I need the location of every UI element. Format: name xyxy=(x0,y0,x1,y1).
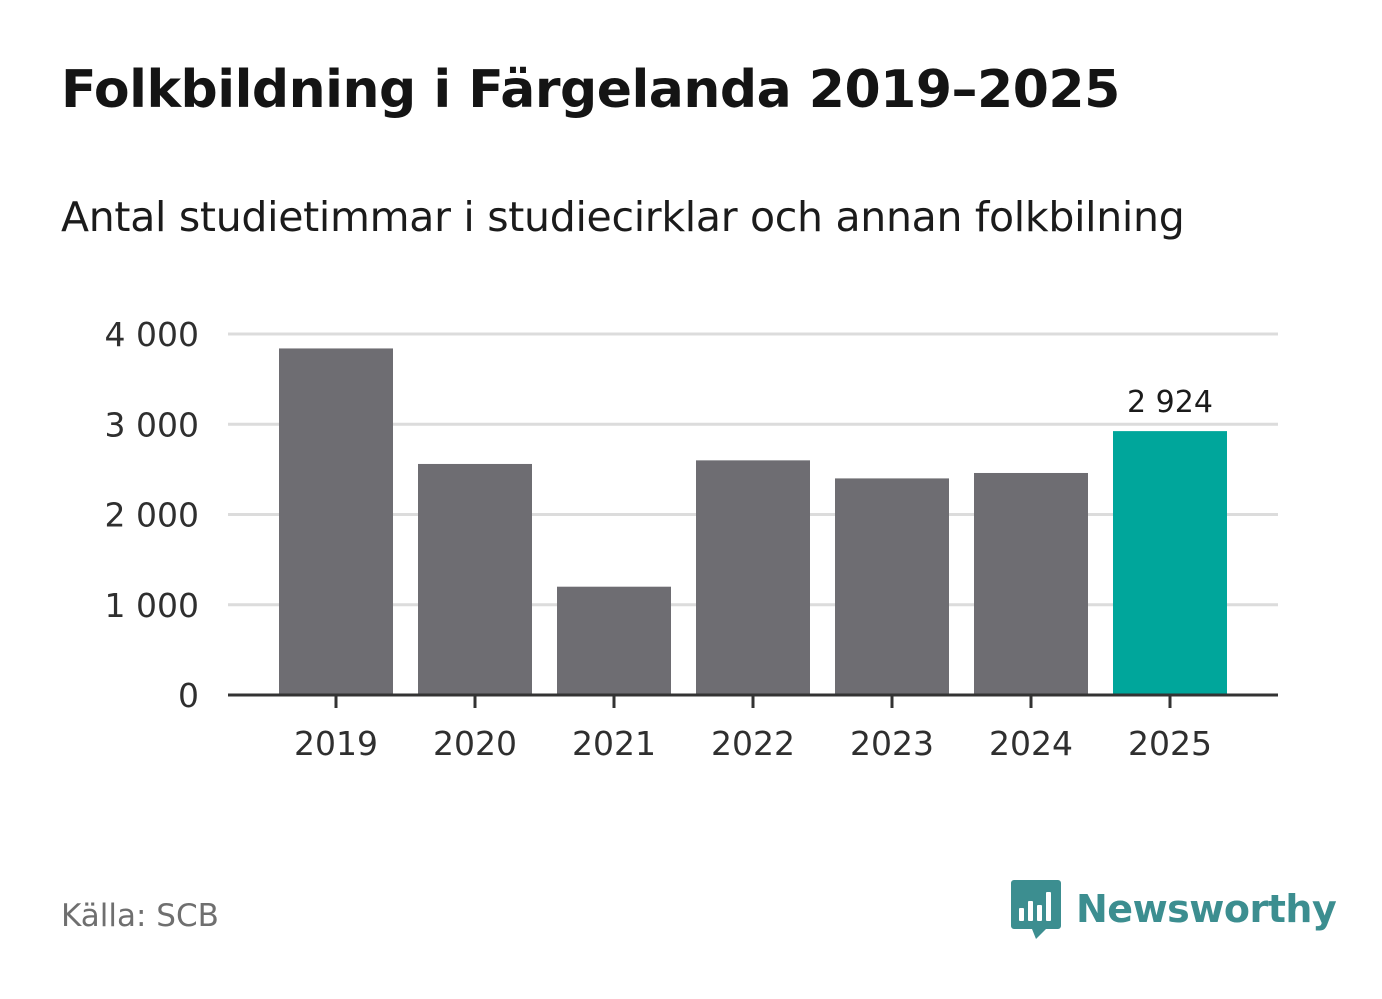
bar-2025 xyxy=(1113,431,1227,695)
y-tick-label: 1 000 xyxy=(105,586,199,625)
bar-chart: 0 1 000 2 000 3 000 4 000 2019 2020 2021 2022 202… xyxy=(105,315,1278,763)
x-tick-label: 2019 xyxy=(294,724,378,763)
x-tick-label: 2021 xyxy=(572,724,656,763)
bar-2020 xyxy=(418,463,532,695)
chart-title: Folkbildning i Färgelanda 2019–2025 xyxy=(61,60,1120,120)
y-tick-label: 4 000 xyxy=(105,315,199,354)
bar-2021 xyxy=(557,586,671,695)
y-tick-label: 2 000 xyxy=(105,496,199,535)
bar-2024 xyxy=(974,472,1088,695)
x-tick-label: 2025 xyxy=(1128,724,1212,763)
bar-2023 xyxy=(835,478,949,695)
x-tick-label: 2024 xyxy=(989,724,1073,763)
x-tick-label: 2023 xyxy=(850,724,934,763)
y-tick-label: 0 xyxy=(178,676,199,715)
brand-name: Newsworthy xyxy=(1076,887,1337,931)
source-note: Källa: SCB xyxy=(61,898,219,934)
data-label: 2 924 xyxy=(1127,385,1213,420)
chart-subtitle: Antal studietimmar i studiecirklar och a… xyxy=(61,193,1185,241)
bar-chart-speech-bubble-icon xyxy=(1011,880,1061,939)
bar-2022 xyxy=(696,460,810,695)
brand-logo: Newsworthy xyxy=(1010,878,1337,940)
bar-2019 xyxy=(279,348,393,695)
y-tick-label: 3 000 xyxy=(105,405,199,444)
x-tick-label: 2020 xyxy=(433,724,517,763)
x-tick-label: 2022 xyxy=(711,724,795,763)
